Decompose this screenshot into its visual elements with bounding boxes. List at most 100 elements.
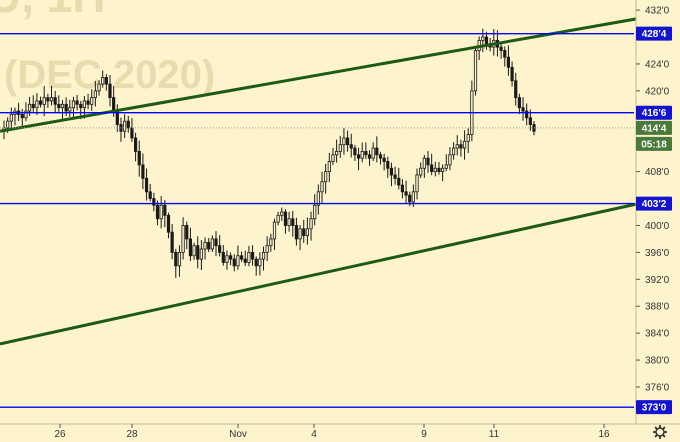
candle-body <box>503 50 507 58</box>
candle-body <box>166 214 171 233</box>
price-tags: 428'4 416'6 403'2 373'0 414'4 05:18 <box>636 26 672 415</box>
candle-body <box>338 144 342 152</box>
candle-body <box>305 228 309 236</box>
candle-body <box>152 198 156 206</box>
candle-body <box>320 181 324 193</box>
candle-body <box>294 225 299 240</box>
candle-body <box>225 255 229 263</box>
time-tick-label: 16 <box>598 429 610 440</box>
price-tick-label: 376'0 <box>645 382 670 393</box>
candle-body <box>441 167 445 173</box>
candle-body <box>345 137 350 146</box>
candle-body <box>287 218 291 226</box>
candle-body <box>93 90 97 98</box>
candle-body <box>356 154 361 159</box>
watermark-title: U, 1H <box>0 0 106 22</box>
candle-body <box>302 228 306 236</box>
level-price-tag: 428'4 <box>642 29 667 40</box>
candle-body <box>455 144 459 149</box>
candle-body <box>411 191 415 203</box>
horizontal-levels[interactable] <box>0 32 634 408</box>
candle-body <box>64 103 68 112</box>
price-tick-label: 380'0 <box>645 356 670 367</box>
time-tick-label: 4 <box>311 429 317 440</box>
candle-body <box>82 100 87 109</box>
candle-body <box>415 174 419 193</box>
candle-body <box>261 251 266 260</box>
trendline-upper[interactable] <box>0 9 680 133</box>
candle-body <box>141 164 145 179</box>
candle-body <box>393 174 397 179</box>
gear-tooth <box>654 434 658 438</box>
candle-body <box>163 204 167 216</box>
price-tick-label: 400'0 <box>645 221 670 232</box>
candle-body <box>324 171 328 183</box>
candle-body <box>9 114 13 122</box>
candle-body <box>444 164 448 169</box>
candle-body <box>218 245 222 253</box>
candle-body <box>214 238 218 247</box>
candle-body <box>433 167 437 173</box>
current-price-tag: 414'4 <box>642 123 667 134</box>
candle-body <box>90 97 94 105</box>
candle-body <box>207 241 211 250</box>
candle-body <box>68 107 72 112</box>
candle-body <box>309 218 313 230</box>
candle-body <box>426 157 430 166</box>
price-tick-label: 388'0 <box>645 302 670 313</box>
candle-body <box>473 50 478 92</box>
candle-body <box>192 245 196 257</box>
candle-body <box>335 151 339 156</box>
candle-body <box>484 36 489 45</box>
time-tick-label: 9 <box>421 429 427 440</box>
candle-body <box>430 164 434 173</box>
candle-body <box>316 191 320 206</box>
gear-tooth <box>662 434 666 438</box>
candle-body <box>276 214 280 223</box>
price-tick-label: 396'0 <box>645 248 670 259</box>
price-tick-label: 392'0 <box>645 275 670 286</box>
candle-body <box>459 144 463 149</box>
time-axis[interactable]: 26 28 Nov 4 9 11 16 <box>0 423 680 440</box>
candle-body <box>196 245 200 260</box>
candle-body <box>342 137 346 146</box>
candle-body <box>448 154 452 166</box>
candle-body <box>437 167 441 173</box>
candle-body <box>360 151 364 159</box>
candle-body <box>521 107 525 112</box>
gear-tooth <box>654 426 658 430</box>
time-tick-label: 26 <box>54 429 66 440</box>
level-price-tag: 416'6 <box>642 108 667 119</box>
price-tick-label: 432'0 <box>645 6 670 17</box>
candle-body <box>382 157 386 162</box>
price-tick-label: 384'0 <box>645 329 670 340</box>
candle-body <box>188 238 193 257</box>
candle-body <box>371 147 375 159</box>
candle-body <box>462 140 467 149</box>
candle-body <box>53 97 57 105</box>
countdown-tag-bg <box>636 136 672 151</box>
candle-body <box>101 76 105 85</box>
candle-body <box>35 100 39 109</box>
candle-body <box>525 110 529 119</box>
candle-body <box>155 204 160 220</box>
level-price-tag-bg <box>636 196 672 211</box>
price-axis[interactable]: 432'0 424'0 420'0 408'0 400'0 396'0 392'0 388'0… <box>635 0 680 424</box>
candle-body <box>130 127 134 139</box>
trendlines[interactable] <box>0 9 680 346</box>
candle-body <box>466 134 470 142</box>
candle-body <box>404 191 408 196</box>
candle-body <box>269 238 273 247</box>
candle-body <box>174 251 178 267</box>
candle-body <box>71 100 76 109</box>
candle-body <box>298 228 302 240</box>
candle-body <box>378 154 383 159</box>
trendline-lower[interactable] <box>0 193 680 346</box>
gear-icon[interactable] <box>653 425 667 439</box>
candle-body <box>42 97 46 105</box>
candle-body <box>236 255 240 267</box>
candle-body <box>144 177 149 193</box>
candle-body <box>46 97 50 102</box>
